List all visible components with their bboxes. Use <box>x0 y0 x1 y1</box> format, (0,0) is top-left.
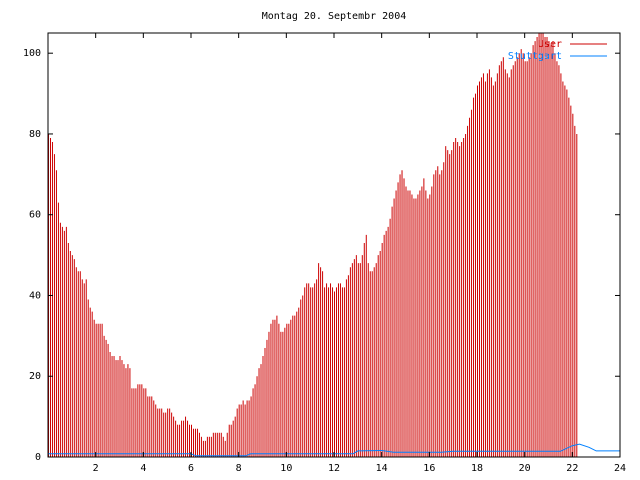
x-tick-label: 18 <box>471 463 483 474</box>
x-tick-label: 8 <box>236 463 242 474</box>
y-tick-label: 20 <box>29 371 41 382</box>
x-tick-label: 22 <box>566 463 578 474</box>
user-series-bars <box>48 33 578 457</box>
x-tick-label: 24 <box>614 463 626 474</box>
y-tick-label: 60 <box>29 210 41 221</box>
x-tick-label: 14 <box>376 463 388 474</box>
y-tick-label: 40 <box>29 290 41 301</box>
legend-label: User <box>538 39 562 50</box>
y-tick-label: 100 <box>23 48 41 59</box>
x-tick-label: 2 <box>93 463 99 474</box>
chart-title: Montag 20. Septembr 2004 <box>262 11 407 22</box>
x-tick-label: 20 <box>519 463 531 474</box>
stuttgart-series-line <box>48 443 620 457</box>
x-tick-label: 10 <box>280 463 292 474</box>
x-tick-label: 12 <box>328 463 340 474</box>
x-tick-label: 4 <box>140 463 146 474</box>
y-tick-label: 0 <box>35 452 41 463</box>
legend-label: Stuttgart <box>508 51 562 62</box>
y-axis: 0 20 40 60 80 100 <box>23 48 620 463</box>
x-tick-label: 16 <box>423 463 435 474</box>
x-tick-label: 6 <box>188 463 194 474</box>
y-tick-label: 80 <box>29 129 41 140</box>
x-axis: 2 4 6 8 10 12 14 16 18 20 22 24 <box>93 33 626 474</box>
